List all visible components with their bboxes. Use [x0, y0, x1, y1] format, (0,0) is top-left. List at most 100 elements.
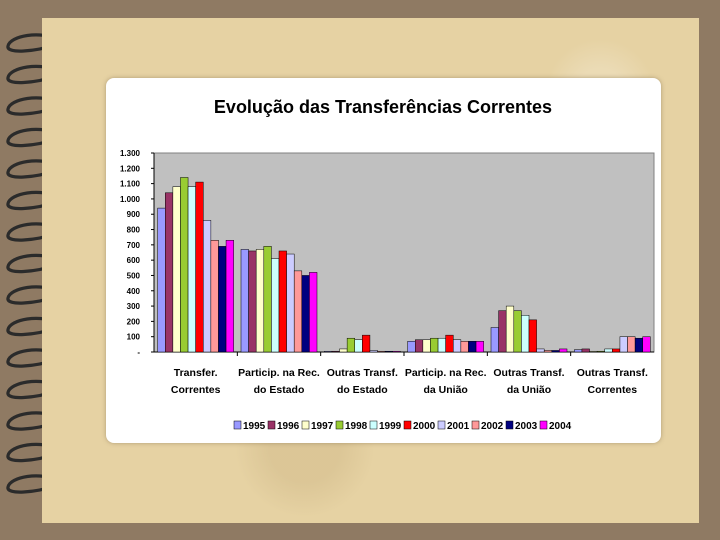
bar: [278, 250, 287, 353]
bar: [392, 350, 401, 353]
chart-title: Evolução das Transferências Correntes: [214, 97, 552, 117]
bar: [203, 220, 212, 353]
chart-card: Evolução das Transferências Correntes - 1…: [106, 78, 661, 443]
category-label: do Estado: [337, 384, 388, 396]
legend-label: 1998: [345, 421, 368, 432]
y-tick-label: 700: [127, 241, 141, 250]
bar: [505, 305, 515, 353]
bar: [210, 240, 219, 353]
category-label: Outras Transf.: [493, 367, 564, 379]
bar-chart: Evolução das Transferências Correntes - 1…: [120, 97, 655, 432]
bar: [255, 249, 265, 353]
legend-swatch: [403, 420, 412, 430]
bar: [574, 349, 583, 353]
bar: [536, 348, 545, 353]
bar: [612, 348, 621, 353]
bar: [369, 350, 378, 353]
legend-label: 2001: [447, 421, 470, 432]
category-label: da União: [507, 384, 551, 396]
bar: [354, 339, 363, 353]
bar: [331, 350, 340, 353]
bar: [195, 181, 204, 353]
bar: [445, 334, 454, 353]
y-tick-label: 900: [127, 210, 141, 219]
y-tick-label: 500: [127, 271, 141, 280]
bar: [642, 336, 651, 353]
bar: [490, 327, 499, 353]
bar: [172, 186, 181, 353]
bar: [286, 253, 295, 353]
bar: [301, 275, 310, 353]
bar: [263, 246, 272, 353]
legend-swatch: [471, 420, 480, 430]
bar: [384, 350, 393, 353]
category-label: Transfer.: [174, 367, 218, 379]
bar: [551, 350, 560, 353]
legend-label: 2000: [413, 421, 436, 432]
legend-label: 1997: [311, 421, 334, 432]
y-tick-label: -: [137, 348, 140, 357]
y-tick-label: 300: [127, 302, 141, 311]
bar: [543, 350, 553, 353]
bar: [165, 192, 174, 353]
legend-label: 1996: [277, 421, 300, 432]
y-tick-label: 600: [127, 256, 141, 265]
bar: [415, 339, 424, 353]
bar: [157, 207, 166, 353]
bar: [453, 339, 462, 353]
legend-label: 2002: [481, 421, 504, 432]
legend-label: 1995: [243, 421, 266, 432]
legend-swatch: [267, 420, 276, 430]
bar: [225, 240, 234, 353]
bar: [437, 337, 446, 353]
bar: [581, 348, 590, 353]
category-label: Correntes: [588, 384, 638, 396]
bar: [430, 337, 439, 353]
bar: [634, 337, 643, 353]
bar: [513, 310, 522, 353]
bar: [377, 350, 386, 353]
bar: [187, 186, 196, 353]
bar: [604, 348, 613, 353]
legend-swatch: [301, 420, 310, 430]
y-tick-label: 200: [127, 317, 141, 326]
category-label: Outras Transf.: [577, 367, 648, 379]
legend-swatch: [437, 420, 446, 430]
bar: [180, 177, 189, 353]
bar: [362, 334, 371, 353]
category-label: Particip. na Rec.: [405, 367, 487, 379]
category-label: Correntes: [171, 384, 221, 396]
bar: [627, 336, 636, 353]
y-tick-label: 400: [127, 287, 141, 296]
y-tick-label: 1.100: [120, 180, 141, 189]
bar: [346, 337, 355, 353]
bar: [240, 249, 249, 353]
bar: [528, 319, 537, 353]
bar: [407, 341, 416, 353]
bar: [339, 348, 348, 353]
bar: [324, 350, 333, 353]
y-tick-label: 800: [127, 226, 141, 235]
bar: [475, 341, 484, 353]
bar: [218, 246, 227, 353]
category-label: da União: [423, 384, 467, 396]
bar: [521, 315, 530, 353]
bar: [460, 341, 469, 353]
legend-swatch: [335, 420, 344, 430]
bar: [293, 270, 303, 353]
bar: [596, 350, 605, 353]
bar: [468, 341, 477, 353]
y-tick-label: 100: [127, 333, 141, 342]
legend-label: 2004: [549, 421, 572, 432]
y-tick-label: 1.200: [120, 164, 141, 173]
category-label: Particip. na Rec.: [238, 367, 320, 379]
legend-swatch: [369, 420, 378, 430]
y-tick-label: 1.000: [120, 195, 141, 204]
legend-swatch: [539, 420, 548, 430]
legend-label: 1999: [379, 421, 402, 432]
bar: [271, 258, 280, 353]
category-label: Outras Transf.: [327, 367, 398, 379]
legend-swatch: [505, 420, 514, 430]
category-label: do Estado: [254, 384, 305, 396]
plot-area: [153, 152, 655, 353]
